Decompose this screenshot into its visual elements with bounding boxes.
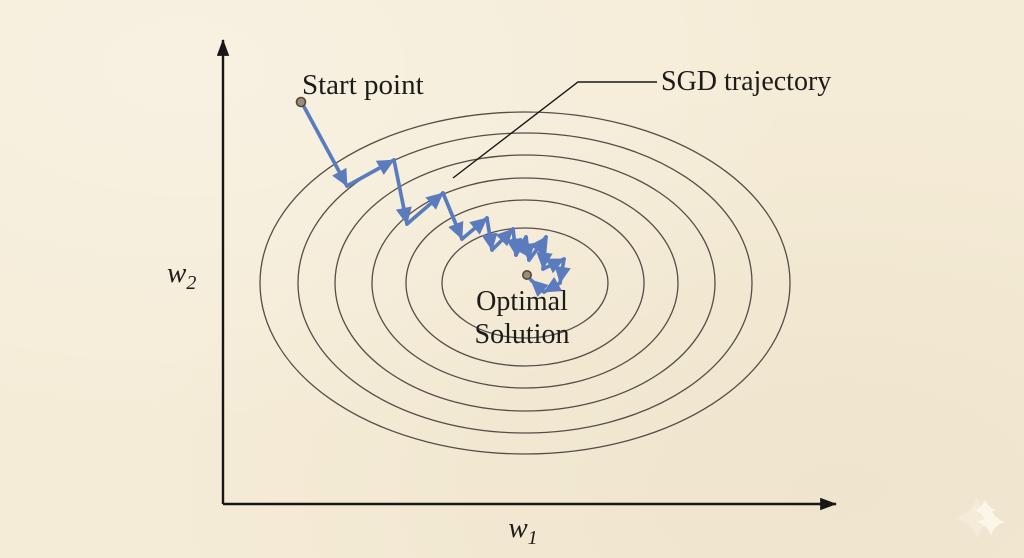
- path-endpoints: [295, 96, 532, 280]
- contour-ellipse: [334, 154, 716, 412]
- start-point-dot: [295, 96, 307, 108]
- sgd-step-arrow: [392, 158, 412, 226]
- callout-leader-line: [452, 81, 657, 179]
- sgd-step-arrow: [529, 278, 549, 298]
- sgd-step-arrow: [300, 101, 349, 188]
- contour-rings: [259, 111, 791, 455]
- contour-ellipse: [371, 177, 679, 389]
- optimal-solution-dot: [521, 269, 532, 280]
- sparkle-star-icon: [977, 508, 1005, 536]
- y-axis-label-base: w: [167, 257, 187, 289]
- sgd-step-arrow: [527, 235, 548, 262]
- sparkle-star-icon: [974, 499, 996, 521]
- sgd-trajectory-path: [300, 101, 571, 298]
- sgd-step-arrow: [441, 191, 464, 241]
- contour-ellipse: [405, 199, 645, 367]
- sgd-step-arrow: [541, 257, 566, 274]
- callout-line: [452, 81, 657, 179]
- optimal-solution-label-line1: Optimal: [476, 286, 568, 317]
- optimal-solution-label-line2: Solution: [475, 319, 570, 350]
- axes: [216, 39, 837, 511]
- sgd-step-arrow: [518, 235, 535, 262]
- sgd-step-arrow: [460, 216, 489, 241]
- contour-ellipse: [297, 132, 753, 434]
- x-axis-label: w1: [508, 512, 537, 549]
- contour-ellipse: [259, 111, 791, 455]
- sgd-step-arrow: [490, 227, 515, 252]
- y-axis-label-subscript: 2: [186, 272, 196, 294]
- sparkle-star-icon: [956, 497, 998, 539]
- start-point-label: Start point: [302, 69, 424, 101]
- x-axis-label-base: w: [508, 512, 528, 544]
- sgd-step-arrow: [405, 191, 445, 226]
- sparkle-watermark-icon: [956, 497, 1005, 539]
- sgd-trajectory-label: SGD trajectory: [661, 66, 831, 97]
- sgd-step-arrow: [345, 158, 396, 188]
- sgd-step-arrow: [536, 235, 553, 271]
- x-axis-label-subscript: 1: [528, 527, 538, 549]
- sgd-step-arrow: [506, 227, 523, 257]
- y-axis-label: w2: [167, 257, 196, 294]
- contour-ellipse: [441, 227, 609, 339]
- sgd-step-arrow: [481, 216, 498, 252]
